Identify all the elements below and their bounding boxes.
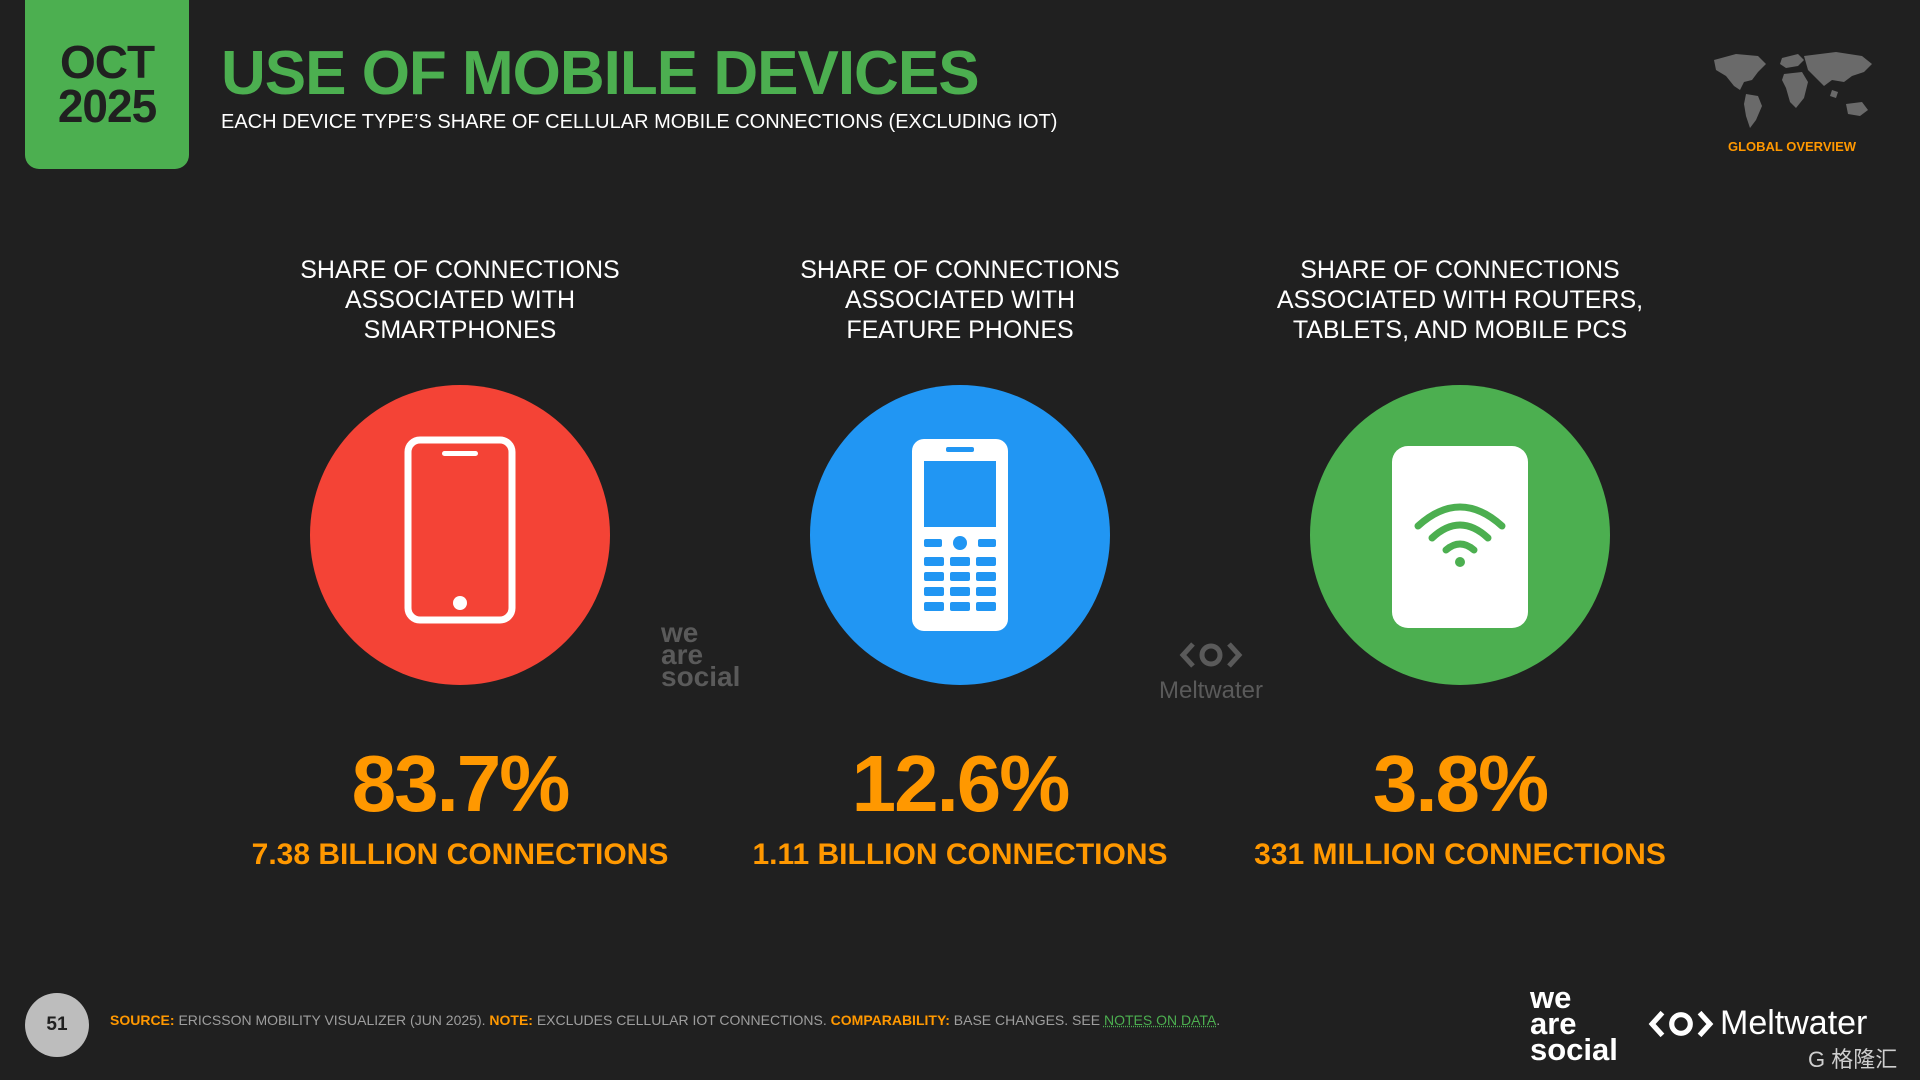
stat-column-smartphones: SHARE OF CONNECTIONS ASSOCIATED WITH SMA…: [210, 255, 710, 347]
smartphone-icon: [400, 435, 520, 635]
note-text: EXCLUDES CELLULAR IOT CONNECTIONS.: [533, 1012, 831, 1028]
feature-phone-circle: [810, 385, 1110, 685]
we-are-social-logo: we are social: [1530, 985, 1618, 1063]
stat-percent-routers: 3.8%: [1160, 738, 1760, 830]
meltwater-logo: Meltwater: [1648, 1004, 1867, 1043]
we-are-social-watermark-text: we are social: [661, 622, 740, 688]
source-key: SOURCE:: [110, 1012, 175, 1028]
we-are-social-watermark: we are social: [661, 622, 740, 688]
corner-watermark: G 格隆汇: [1808, 1042, 1897, 1074]
date-badge: OCT 2025: [25, 0, 189, 169]
stat-connections-routers: 331 MILLION CONNECTIONS: [1160, 838, 1760, 872]
date-month: OCT: [60, 41, 154, 85]
stat-label-routers: SHARE OF CONNECTIONS ASSOCIATED WITH ROU…: [1210, 255, 1710, 347]
meltwater-logo-icon: [1179, 640, 1243, 670]
router-wifi-icon: [1390, 440, 1530, 630]
page-number: 51: [25, 993, 89, 1057]
world-map-icon: [1706, 46, 1878, 136]
comparability-key: COMPARABILITY:: [831, 1012, 950, 1028]
meltwater-watermark-text: Meltwater: [1148, 677, 1274, 705]
feature-phone-icon: [910, 435, 1010, 635]
router-circle: [1310, 385, 1610, 685]
we-are-social-logo-text: we are social: [1530, 985, 1618, 1063]
meltwater-watermark: Meltwater: [1148, 640, 1274, 705]
stat-column-feature-phones: SHARE OF CONNECTIONS ASSOCIATED WITH FEA…: [710, 255, 1210, 347]
meltwater-logo-text: Meltwater: [1720, 1004, 1867, 1043]
source-text: ERICSSON MOBILITY VISUALIZER (JUN 2025).: [175, 1012, 490, 1028]
page-subtitle: EACH DEVICE TYPE’S SHARE OF CELLULAR MOB…: [221, 111, 1057, 134]
meltwater-brand-icon: [1648, 1008, 1714, 1040]
footer-source: SOURCE: ERICSSON MOBILITY VISUALIZER (JU…: [110, 1012, 1220, 1028]
note-key: NOTE:: [489, 1012, 533, 1028]
footer-end: .: [1216, 1012, 1220, 1028]
stat-label-feature-phones: SHARE OF CONNECTIONS ASSOCIATED WITH FEA…: [710, 255, 1210, 347]
comparability-text: BASE CHANGES. SEE: [950, 1012, 1104, 1028]
stat-column-routers: SHARE OF CONNECTIONS ASSOCIATED WITH ROU…: [1210, 255, 1710, 347]
stat-label-smartphones: SHARE OF CONNECTIONS ASSOCIATED WITH SMA…: [210, 255, 710, 347]
smartphone-circle: [310, 385, 610, 685]
global-overview-label: GLOBAL OVERVIEW: [1660, 139, 1920, 154]
page-title: USE OF MOBILE DEVICES: [221, 38, 979, 109]
date-year: 2025: [58, 85, 156, 129]
notes-on-data-link[interactable]: NOTES ON DATA: [1104, 1012, 1216, 1028]
